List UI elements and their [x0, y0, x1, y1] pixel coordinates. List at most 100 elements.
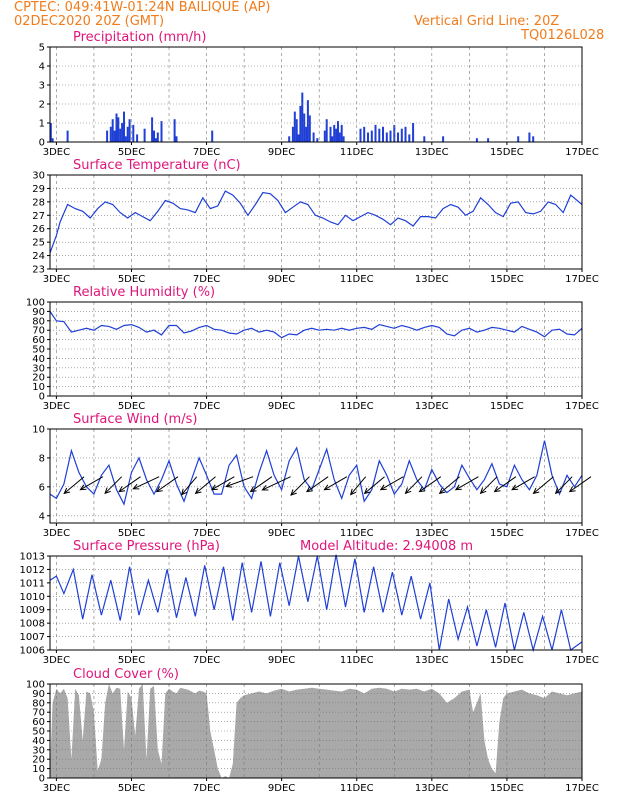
- x-tick-label: 17DEC: [565, 147, 599, 158]
- x-tick-label: 9DEC: [268, 147, 295, 158]
- precip-bar: [517, 136, 520, 142]
- series-line: [49, 440, 583, 506]
- wind-vector: [211, 476, 235, 491]
- wind-vector-head: [379, 484, 387, 491]
- x-tick-label: 7DEC: [193, 401, 220, 412]
- wind-vector: [511, 476, 535, 491]
- wind-vector-head: [79, 484, 87, 491]
- precip-bar: [297, 134, 300, 142]
- wind-vector-head: [532, 487, 540, 495]
- y-tick-label: 24: [32, 251, 45, 262]
- precip-bar: [288, 136, 291, 142]
- y-tick-label: 1009: [20, 605, 45, 616]
- x-tick-label: 13DEC: [415, 655, 449, 666]
- x-tick-label: 15DEC: [490, 147, 524, 158]
- precip-bar: [303, 113, 306, 142]
- wind-vector-head: [438, 487, 446, 495]
- x-tick-label: 15DEC: [490, 274, 524, 285]
- x-tick-label: 5DEC: [118, 528, 145, 539]
- precip-bar: [121, 123, 124, 142]
- precip-bar: [126, 126, 129, 142]
- y-tick-label: 3: [39, 81, 45, 92]
- wind-vector: [364, 476, 385, 494]
- series-line: [49, 554, 583, 653]
- x-tick-label: 7DEC: [193, 783, 220, 794]
- wind-vector-head: [404, 487, 412, 495]
- y-tick-label: 70: [32, 708, 45, 719]
- precip-bar: [323, 130, 326, 142]
- y-tick-label: 70: [32, 326, 45, 337]
- wind-vector-head: [249, 486, 257, 493]
- wind-vector: [195, 476, 216, 494]
- x-tick-label: 5DEC: [118, 655, 145, 666]
- wind-vector: [118, 476, 141, 493]
- wind-vector-head: [63, 487, 71, 495]
- precip-bar: [331, 136, 334, 142]
- x-tick-label: 15DEC: [490, 783, 524, 794]
- wind-vector-head: [363, 487, 371, 495]
- precip-bar: [306, 100, 309, 142]
- panel-frame: [49, 555, 583, 651]
- x-tick-label: 15DEC: [490, 655, 524, 666]
- y-tick-label: 1011: [20, 578, 45, 589]
- precip-bar: [423, 136, 426, 142]
- precip-bar: [113, 130, 116, 142]
- x-tick-label: 11DEC: [340, 401, 374, 412]
- x-tick-label: 3DEC: [43, 147, 70, 158]
- wind-vector: [262, 476, 291, 491]
- precip-bar: [124, 136, 127, 142]
- precip-bar: [389, 130, 392, 142]
- x-tick-label: 15DEC: [490, 401, 524, 412]
- header-code: TQ0126L028: [521, 28, 605, 43]
- precip-bar: [338, 132, 341, 142]
- precip-bar: [378, 128, 381, 142]
- precip-bar: [295, 119, 298, 142]
- y-tick-label: 50: [32, 727, 45, 738]
- x-tick-label: 11DEC: [340, 655, 374, 666]
- x-tick-label: 13DEC: [415, 401, 449, 412]
- wind-vector-head: [349, 488, 357, 496]
- precip-bar: [404, 126, 407, 142]
- wind-vector: [419, 476, 442, 493]
- precip-bar: [382, 126, 384, 142]
- x-tick-label: 11DEC: [340, 783, 374, 794]
- x-tick-label: 7DEC: [193, 274, 220, 285]
- precip-bar: [132, 124, 135, 142]
- precip-bar: [374, 124, 377, 142]
- wind-vector-head: [323, 484, 331, 491]
- y-tick-label: 1013: [20, 552, 45, 563]
- panel-title: Relative Humidity (%): [73, 285, 215, 300]
- x-tick-label: 13DEC: [415, 528, 449, 539]
- wind-vector-head: [180, 488, 188, 496]
- y-tick-label: 0: [39, 774, 45, 785]
- wind-vector-head: [118, 486, 126, 493]
- y-tick-label: 40: [32, 736, 45, 747]
- precip-bar: [316, 138, 319, 142]
- wind-vector: [104, 476, 123, 494]
- precip-bar: [408, 134, 411, 142]
- y-tick-label: 8: [39, 453, 45, 464]
- wind-vector: [533, 476, 554, 494]
- precip-bar: [475, 138, 478, 142]
- precip-bar: [153, 130, 155, 142]
- y-tick-label: 40: [32, 354, 45, 365]
- panel-note: Model Altitude: 2.94008 m: [300, 539, 473, 554]
- precip-bar: [109, 126, 112, 142]
- precip-bar: [359, 128, 362, 142]
- y-tick-label: 80: [32, 698, 45, 709]
- wind-vector-head: [290, 489, 297, 496]
- y-tick-label: 20: [32, 755, 45, 766]
- y-tick-label: 4: [39, 511, 45, 522]
- x-tick-label: 9DEC: [268, 783, 295, 794]
- y-tick-label: 30: [32, 363, 45, 374]
- x-tick-label: 13DEC: [415, 783, 449, 794]
- precip-bar: [299, 105, 302, 142]
- y-tick-label: 90: [32, 307, 45, 318]
- panel-title: Cloud Cover (%): [73, 667, 179, 682]
- precip-bar: [66, 130, 69, 142]
- x-tick-label: 13DEC: [415, 274, 449, 285]
- panel-title: Surface Wind (m/s): [73, 412, 197, 427]
- wind-vector: [156, 476, 179, 493]
- precip-bar: [156, 132, 159, 142]
